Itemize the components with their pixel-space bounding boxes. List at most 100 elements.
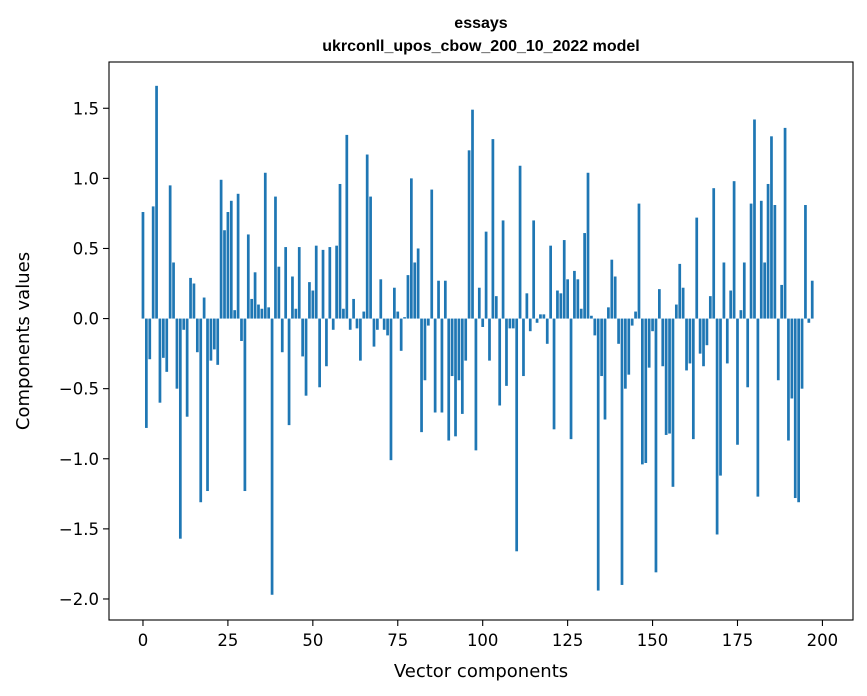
bar bbox=[528, 318, 532, 332]
bar bbox=[352, 298, 355, 319]
bar bbox=[328, 247, 332, 319]
bar bbox=[443, 280, 447, 319]
bar bbox=[162, 318, 165, 358]
bar bbox=[729, 290, 733, 319]
bar bbox=[212, 318, 216, 350]
bar bbox=[651, 318, 654, 332]
bar bbox=[236, 193, 240, 319]
bar bbox=[559, 293, 563, 319]
bar bbox=[335, 245, 338, 319]
bar bbox=[647, 318, 651, 368]
bar bbox=[338, 183, 342, 319]
y-tick-label: −0.5 bbox=[59, 380, 99, 399]
y-tick-label: −2.0 bbox=[59, 590, 99, 609]
bar bbox=[556, 290, 559, 319]
bar bbox=[749, 203, 753, 319]
bar bbox=[688, 318, 692, 364]
bar bbox=[447, 318, 451, 441]
bar bbox=[386, 318, 389, 336]
bar bbox=[674, 304, 678, 319]
bar bbox=[471, 109, 474, 319]
bar bbox=[763, 262, 767, 319]
bar bbox=[291, 276, 294, 319]
bar bbox=[308, 282, 311, 319]
bar bbox=[613, 276, 617, 319]
bar bbox=[382, 318, 386, 330]
bar bbox=[318, 318, 321, 388]
bar bbox=[753, 119, 756, 319]
bar bbox=[518, 165, 522, 319]
bar bbox=[810, 280, 814, 319]
bar bbox=[539, 314, 542, 319]
bar bbox=[263, 172, 267, 319]
bar bbox=[369, 196, 372, 319]
bar bbox=[304, 318, 308, 396]
bar bbox=[413, 262, 417, 319]
bar bbox=[661, 318, 665, 367]
y-tick-label: −1.0 bbox=[59, 450, 99, 469]
plot-frame bbox=[108, 61, 854, 621]
bar bbox=[389, 318, 393, 461]
bar bbox=[457, 318, 461, 381]
bar bbox=[576, 279, 580, 319]
bar bbox=[600, 318, 603, 377]
bar bbox=[270, 318, 274, 595]
bar bbox=[433, 318, 437, 413]
bar bbox=[790, 318, 794, 399]
bar bbox=[562, 240, 566, 319]
bar bbox=[226, 212, 230, 319]
chart-title: essays bbox=[454, 15, 507, 32]
bar bbox=[776, 318, 780, 381]
x-tick-label: 175 bbox=[722, 631, 754, 650]
bar bbox=[301, 318, 304, 357]
bar bbox=[246, 234, 250, 319]
bar bbox=[267, 307, 271, 319]
bar bbox=[634, 311, 637, 319]
bar bbox=[287, 318, 291, 426]
x-tick-label: 0 bbox=[138, 631, 149, 650]
bar bbox=[148, 318, 152, 360]
bar bbox=[467, 150, 471, 319]
x-tick-label: 75 bbox=[387, 631, 408, 650]
bar bbox=[532, 220, 536, 319]
bar bbox=[617, 318, 620, 344]
bar bbox=[804, 205, 807, 319]
bar bbox=[691, 318, 695, 440]
bar bbox=[773, 205, 777, 319]
bar bbox=[189, 277, 192, 319]
bar bbox=[610, 259, 614, 319]
chart-subtitle: ukrconll_upos_cbow_200_10_2022 model bbox=[322, 38, 639, 55]
bar bbox=[522, 318, 525, 377]
x-ticks: 0 25 50 75 100 125 150 175 200 bbox=[138, 620, 838, 650]
bar bbox=[624, 318, 627, 389]
bar bbox=[658, 289, 661, 319]
bar bbox=[440, 318, 444, 413]
y-tick-label: −1.5 bbox=[59, 520, 99, 539]
bar bbox=[240, 318, 243, 341]
bar bbox=[355, 318, 359, 329]
bar bbox=[250, 298, 254, 319]
bar bbox=[437, 280, 440, 319]
bar bbox=[583, 233, 586, 319]
bar bbox=[325, 318, 328, 367]
bar bbox=[641, 318, 644, 465]
bar bbox=[393, 287, 396, 319]
bar bbox=[219, 179, 223, 319]
bar bbox=[199, 318, 203, 503]
bar bbox=[192, 283, 196, 319]
bar bbox=[423, 318, 427, 381]
bar bbox=[233, 310, 237, 319]
bar bbox=[348, 318, 352, 330]
bar bbox=[698, 318, 702, 354]
bar bbox=[280, 318, 284, 353]
bar bbox=[182, 318, 186, 330]
bar bbox=[178, 318, 182, 539]
bar bbox=[630, 318, 634, 326]
bar bbox=[481, 318, 485, 327]
bar bbox=[695, 217, 699, 319]
bar bbox=[420, 318, 423, 433]
bar bbox=[712, 188, 716, 319]
bar bbox=[430, 189, 434, 319]
bar bbox=[410, 178, 413, 319]
